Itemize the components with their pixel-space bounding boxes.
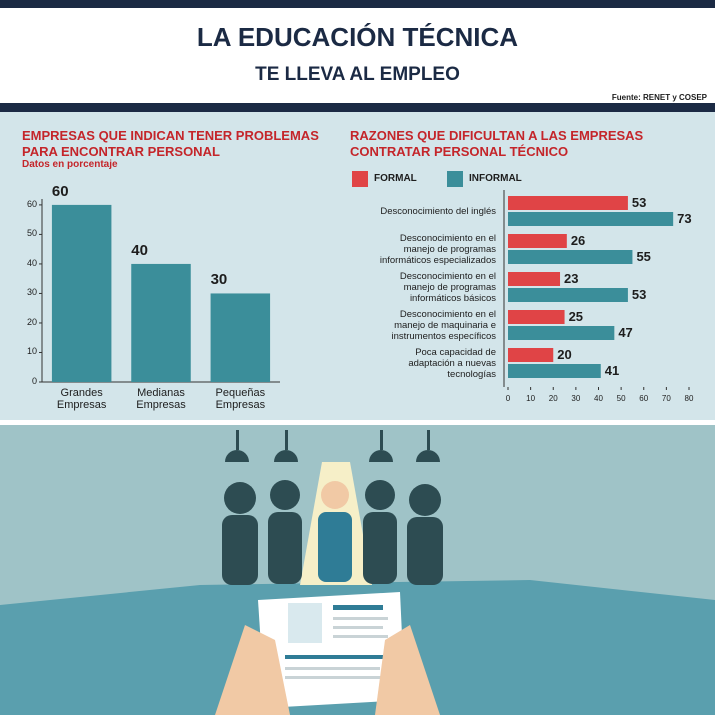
y-tick-label: 40	[26, 257, 37, 268]
x-tick-label: 80	[684, 394, 694, 403]
x-tick-label: 10	[526, 394, 536, 403]
x-tick-label: 20	[548, 394, 558, 403]
value-label: 41	[604, 363, 620, 378]
y-tick-label: 30	[26, 287, 37, 298]
separator	[0, 420, 715, 425]
bar	[508, 310, 565, 324]
lamps	[225, 430, 440, 462]
x-tick-label: 60	[639, 394, 649, 403]
value-label: 53	[631, 195, 647, 210]
value-label: 20	[557, 347, 572, 362]
value-label: 60	[51, 182, 69, 200]
category-label: Desconocimiento en el manejo de programa…	[379, 232, 496, 266]
y-tick-label: 50	[26, 228, 37, 239]
category-label: Desconocimiento en el manejo de programa…	[399, 270, 496, 304]
chart-title: RAZONES QUE DIFICULTAN A LAS EMPRESAS CO…	[350, 128, 644, 159]
bar	[508, 196, 628, 210]
x-tick-label: 0	[505, 394, 511, 403]
y-tick-label: 20	[26, 316, 37, 327]
value-label: 25	[568, 309, 584, 324]
category-label: Desconocimiento del inglés	[380, 205, 496, 217]
y-tick-label: 10	[26, 346, 37, 357]
y-tick-label: 0	[31, 376, 37, 386]
legend-swatch	[352, 171, 368, 187]
x-tick-label: Medianas Empresas	[136, 387, 186, 411]
resume-photo	[288, 603, 322, 643]
category-label: Desconocimiento en el manejo de maquinar…	[391, 308, 496, 342]
value-label: 26	[570, 233, 586, 248]
source: Fuente: RENET y COSEP	[611, 93, 707, 102]
bar	[508, 364, 601, 378]
bar	[210, 293, 271, 382]
bar	[131, 263, 191, 382]
x-tick-label: 30	[571, 394, 581, 403]
hand-left	[215, 625, 290, 715]
value-label: 55	[636, 249, 651, 264]
bar	[508, 250, 633, 264]
x-tick-label: 40	[594, 394, 603, 403]
value-label: 53	[631, 287, 647, 302]
header-bg	[0, 8, 715, 103]
category-label: Poca capacidad de adaptación a nuevas te…	[408, 346, 496, 380]
x-tick-label: Pequeñas Empresas	[215, 387, 266, 411]
top-band	[0, 0, 715, 8]
value-label: 73	[677, 211, 692, 226]
resume-lines	[285, 605, 388, 679]
silhouettes	[222, 480, 443, 585]
head	[321, 481, 349, 509]
value-label: 40	[131, 241, 148, 259]
figure	[318, 512, 352, 582]
bar	[508, 272, 561, 286]
x-tick-label: 50	[616, 394, 626, 403]
bar	[51, 204, 112, 382]
legend-swatch	[447, 171, 463, 187]
legend-label: INFORMAL	[469, 173, 522, 184]
header-rule	[0, 103, 715, 112]
x-tick-label: Grandes Empresas	[56, 387, 107, 411]
value-label: 23	[564, 271, 579, 286]
bar	[508, 288, 628, 302]
legend-label: FORMAL	[374, 173, 417, 184]
bar	[508, 212, 674, 226]
y-tick-label: 60	[26, 198, 37, 209]
hand-right	[375, 625, 440, 715]
bar	[508, 234, 567, 248]
value-label: 30	[210, 271, 228, 289]
bar	[508, 326, 615, 340]
chart-subtitle: Datos en porcentaje	[22, 159, 118, 170]
x-tick-label: 70	[661, 394, 671, 403]
chart-title: EMPRESAS QUE INDICAN TENER PROBLEMAS PAR…	[22, 128, 319, 159]
bar	[508, 348, 554, 362]
value-label: 47	[618, 325, 633, 340]
title: LA EDUCACIÓN TÉCNICA	[196, 22, 519, 52]
subtitle: TE LLEVA AL EMPLEO	[255, 64, 460, 85]
